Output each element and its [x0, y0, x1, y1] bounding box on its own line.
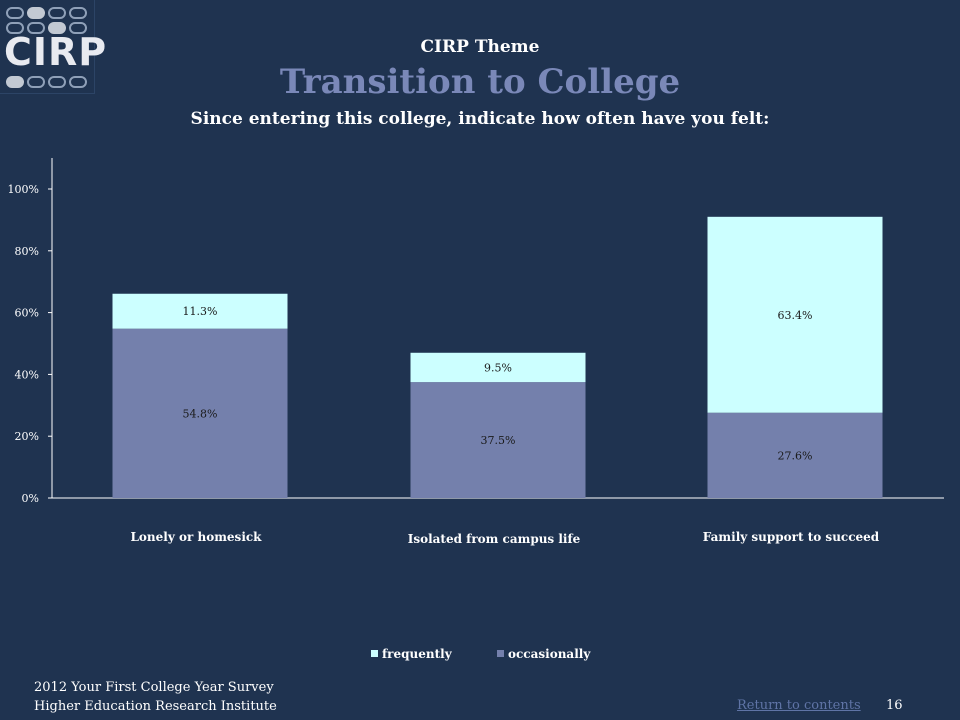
stacked-bar-chart: 0% 20% 40% 60% 80% 100% 54.8% 11.3% Lonely or h…: [8, 158, 944, 661]
chart-bars: [112, 216, 883, 498]
logo-pill: [48, 7, 66, 19]
chart-labels: 54.8% 11.3% Lonely or homesick 37.5% 9.5% Iso…: [130, 305, 879, 546]
logo-pill: [48, 76, 66, 88]
category-label: Family support to succeed: [703, 530, 880, 544]
y-tick-label: 20%: [15, 430, 39, 443]
data-label-occasionally: 37.5%: [481, 434, 516, 447]
data-label-frequently: 11.3%: [183, 305, 218, 318]
legend-swatch: [497, 650, 504, 657]
bar-frequently: [112, 293, 288, 329]
survey-name: 2012 Your First College Year Survey: [34, 680, 274, 695]
data-label-occasionally: 27.6%: [778, 449, 813, 462]
logo-pill: [27, 22, 45, 34]
logo-pill: [69, 76, 87, 88]
y-tick-label: 60%: [15, 307, 39, 320]
logo-pill: [69, 7, 87, 19]
logo-pill: [27, 7, 45, 19]
legend-label: frequently: [382, 647, 453, 661]
logo-pill: [6, 76, 24, 88]
category-label: Isolated from campus life: [408, 532, 581, 546]
institute-name: Higher Education Research Institute: [34, 699, 277, 714]
theme-label: CIRP Theme: [420, 37, 540, 57]
chart-legend: frequently occasionally: [371, 647, 591, 661]
data-label-occasionally: 54.8%: [183, 407, 218, 420]
logo-text: CIRP: [4, 30, 108, 74]
y-tick-label: 80%: [15, 245, 39, 258]
bar-frequently: [410, 352, 586, 383]
y-tick-label: 40%: [15, 368, 39, 381]
category-label: Lonely or homesick: [130, 530, 262, 544]
legend-label: occasionally: [508, 647, 591, 661]
page-title: Transition to College: [279, 62, 681, 102]
logo-pill: [27, 76, 45, 88]
logo-pill: [6, 22, 24, 34]
y-tick-label: 0%: [22, 492, 39, 505]
return-to-contents-link[interactable]: Return to contents: [737, 698, 861, 713]
page-number: 16: [886, 698, 903, 713]
legend-swatch: [371, 650, 378, 657]
cirp-logo: CIRP: [0, 0, 106, 94]
bar-occasionally: [112, 328, 288, 498]
logo-pill: [6, 7, 24, 19]
footer: 2012 Your First College Year Survey High…: [34, 678, 277, 716]
bar-frequently: [707, 216, 883, 413]
logo-frame: [0, 0, 95, 94]
logo-pill: [69, 22, 87, 34]
question-text: Since entering this college, indicate ho…: [190, 109, 770, 129]
data-label-frequently: 9.5%: [484, 361, 512, 374]
bar-occasionally: [707, 412, 883, 498]
logo-pill: [48, 22, 66, 34]
y-tick-label: 100%: [8, 183, 39, 196]
bar-occasionally: [410, 382, 586, 498]
data-label-frequently: 63.4%: [778, 309, 813, 322]
